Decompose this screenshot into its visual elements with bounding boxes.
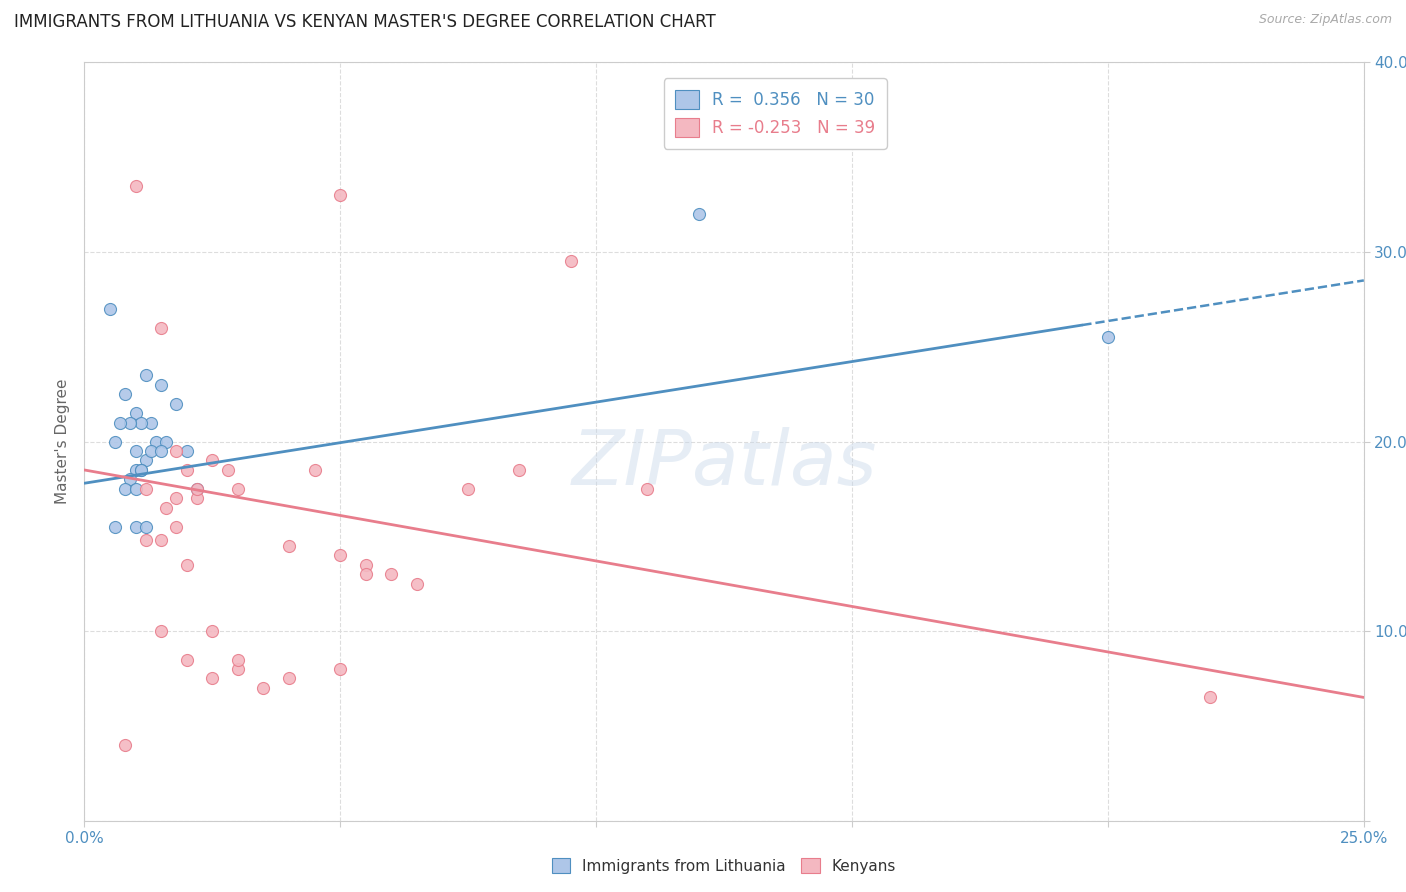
Point [166,520,188,534]
Point [124,178,146,193]
Point [135,368,157,383]
Point [1199,690,1222,705]
Point [186,482,208,496]
Point [278,539,301,553]
Point [252,681,274,695]
Point [636,482,658,496]
Point [176,444,198,458]
Point [139,444,162,458]
Point [166,491,188,506]
Point [124,482,146,496]
Point [129,463,152,477]
Point [688,207,710,221]
Point [135,453,157,467]
Point [135,482,157,496]
Point [129,463,152,477]
Point [124,444,146,458]
Point [278,672,301,686]
Point [226,652,249,666]
Point [124,520,146,534]
Point [124,406,146,420]
Point [217,463,239,477]
Point [380,567,402,582]
Text: ZIPatlas: ZIPatlas [571,427,877,501]
Y-axis label: Master's Degree: Master's Degree [55,379,70,504]
Point [354,567,377,582]
Legend: Immigrants from Lithuania, Kenyans: Immigrants from Lithuania, Kenyans [544,850,904,881]
Point [114,738,136,752]
Point [129,416,152,430]
Point [329,188,352,202]
Point [508,463,530,477]
Point [104,434,127,449]
Point [560,254,582,268]
Point [226,482,249,496]
Point [98,301,121,316]
Point [155,434,177,449]
Point [201,453,224,467]
Point [354,558,377,572]
Text: IMMIGRANTS FROM LITHUANIA VS KENYAN MASTER'S DEGREE CORRELATION CHART: IMMIGRANTS FROM LITHUANIA VS KENYAN MAST… [14,13,716,31]
Point [155,500,177,515]
Point [201,672,224,686]
Point [150,377,173,392]
Point [114,387,136,401]
Point [1097,330,1119,344]
Point [150,624,173,639]
Point [406,576,429,591]
Point [114,482,136,496]
Point [457,482,479,496]
Point [226,662,249,676]
Point [120,416,142,430]
Text: Source: ZipAtlas.com: Source: ZipAtlas.com [1258,13,1392,27]
Point [124,463,146,477]
Point [186,482,208,496]
Point [145,434,167,449]
Point [304,463,326,477]
Point [150,533,173,548]
Point [201,624,224,639]
Point [176,558,198,572]
Point [166,396,188,410]
Point [166,444,188,458]
Point [176,463,198,477]
Point [150,444,173,458]
Point [104,520,127,534]
Point [120,473,142,487]
Point [186,491,208,506]
Point [176,652,198,666]
Point [135,533,157,548]
Point [329,548,352,563]
Point [108,416,131,430]
Point [139,416,162,430]
Point [329,662,352,676]
Point [150,320,173,334]
Point [135,520,157,534]
